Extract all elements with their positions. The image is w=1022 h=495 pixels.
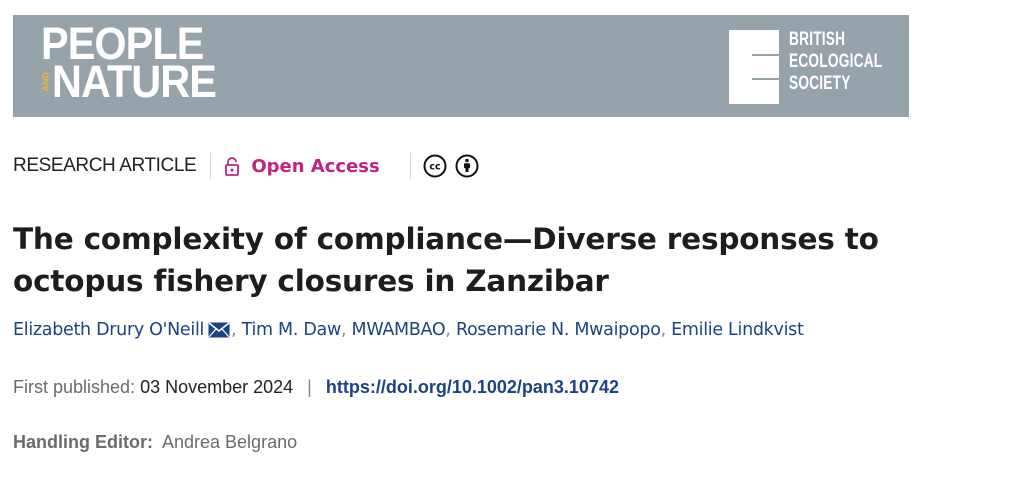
first-published-date: 03 November 2024 [140,377,294,397]
people-and-nature-logo[interactable]: PEOPLE AND NATURE [41,18,231,107]
article-title: The complexity of compliance—Diverse res… [13,221,879,298]
bes-line-1: BRITISH [789,29,846,50]
author-link[interactable]: Emilie Lindkvist [671,320,804,340]
divider [210,153,212,179]
author-link[interactable]: Rosemarie N. Mwaipopo [455,320,661,340]
doi-link[interactable]: https://doi.org/10.1002/pan3.10742 [325,377,619,397]
divider: | [307,377,312,397]
journal-banner: PEOPLE AND NATURE BRITISH ECOLOGICAL SOC… [13,15,909,117]
bes-e-mark-icon [729,30,779,104]
publication-info: First published: 03 November 2024 | http… [13,377,619,398]
handling-editor: Handling Editor: Andrea Belgrano [13,432,297,453]
svg-text:cc: cc [429,162,440,173]
author-link[interactable]: Elizabeth Drury O'Neill [13,320,205,340]
article-type: RESEARCH ARTICLE [13,155,197,176]
author-link[interactable]: Tim M. Daw [241,320,342,340]
email-envelope-icon[interactable] [208,322,230,343]
bes-line-3: SOCIETY [789,73,851,94]
british-ecological-society-logo[interactable]: BRITISH ECOLOGICAL SOCIETY [729,29,919,104]
divider [409,153,411,179]
first-published-label: First published: [13,377,136,397]
creative-commons-icon: cc [423,154,447,178]
logo-line-people: PEOPLE [41,18,204,69]
handling-editor-label: Handling Editor: [13,432,153,452]
open-lock-icon [225,156,240,176]
author-list: Elizabeth Drury O'Neill, Tim M. Daw, MWA… [13,320,804,343]
license-icons[interactable]: cc [423,154,479,178]
open-access-label: Open Access [251,155,380,177]
author-link[interactable]: MWAMBAO [351,320,446,340]
attribution-icon [455,154,479,178]
logo-line-nature: NATURE [52,56,217,107]
logo-and: AND [41,72,51,92]
open-access-badge[interactable]: Open Access [225,155,380,177]
bes-line-2: ECOLOGICAL [789,51,883,72]
handling-editor-name: Andrea Belgrano [162,432,298,452]
article-meta-row: RESEARCH ARTICLE Open Access cc [13,152,479,180]
